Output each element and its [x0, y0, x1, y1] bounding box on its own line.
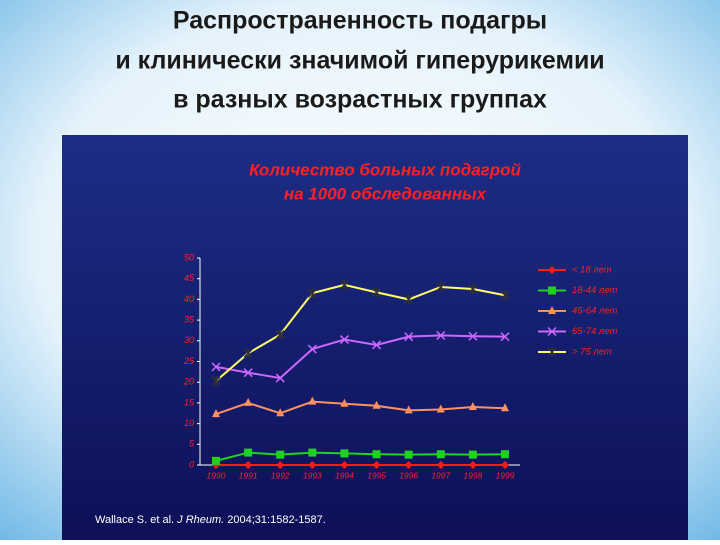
y-tick-label: 45 — [184, 273, 195, 283]
x-tick-label: 1993 — [303, 470, 322, 480]
y-tick-label: 35 — [184, 314, 195, 324]
series-line — [215, 400, 506, 416]
y-tick-label: 30 — [184, 335, 194, 345]
data-point — [212, 409, 220, 418]
x-tick-label: 1999 — [496, 470, 515, 480]
chart-title: Количество больных подагрой — [249, 160, 521, 179]
data-point — [212, 456, 220, 465]
data-point — [276, 408, 285, 417]
citation-authors: Wallace S. et al. — [95, 514, 174, 526]
data-point — [468, 402, 477, 411]
x-tick-label: 1990 — [207, 470, 226, 480]
x-tick-label: 1997 — [431, 470, 450, 480]
series-line — [215, 334, 506, 380]
legend-marker — [548, 306, 556, 314]
legend-marker — [547, 326, 557, 337]
legend-label: 18-44 лет — [572, 285, 617, 296]
data-point — [340, 461, 349, 469]
data-point — [501, 461, 509, 469]
data-point — [404, 450, 413, 459]
y-tick-label: 15 — [184, 397, 195, 407]
legend-marker — [547, 347, 557, 357]
y-tick-label: 20 — [183, 377, 194, 387]
data-point — [436, 461, 445, 469]
data-point — [339, 335, 349, 345]
data-point — [308, 461, 317, 469]
data-point — [244, 461, 253, 469]
data-point — [275, 329, 285, 340]
data-point — [308, 448, 317, 457]
data-point — [275, 373, 285, 383]
data-point — [436, 404, 445, 413]
y-tick-label: 40 — [184, 294, 194, 304]
legend-label: 45-64 лет — [572, 306, 617, 317]
legend-marker — [548, 286, 556, 295]
x-tick-label: 1994 — [335, 470, 354, 480]
data-point — [340, 398, 349, 407]
y-tick-label: 50 — [184, 252, 194, 262]
y-tick-label: 0 — [189, 459, 194, 469]
x-tick-label: 1991 — [239, 470, 258, 480]
data-point — [372, 340, 382, 350]
data-point — [276, 461, 285, 469]
data-point — [500, 332, 510, 342]
data-point — [372, 287, 382, 298]
citation-reference: 2004;31:1582-1587. — [227, 514, 325, 526]
slide-title: в разных возрастных группах — [173, 86, 547, 114]
data-point — [500, 290, 510, 301]
legend-label: 65-74 лет — [572, 326, 617, 337]
x-tick-label: 1992 — [271, 470, 290, 480]
citation: Wallace S. et al. J Rheum. 2004;31:1582-… — [95, 514, 326, 526]
series-line — [215, 451, 506, 462]
legend-label: > 75 лет — [572, 347, 612, 358]
data-point — [243, 368, 253, 378]
series-line — [215, 283, 506, 382]
data-point — [372, 461, 381, 469]
data-point — [468, 284, 478, 295]
chart-title: на 1000 обследованных — [284, 184, 488, 203]
data-point — [468, 450, 477, 459]
data-point — [436, 281, 446, 292]
legend-marker — [548, 266, 556, 274]
data-point — [468, 461, 477, 469]
x-tick-label: 1996 — [399, 470, 418, 480]
legend-label: < 18 лет — [572, 265, 612, 276]
y-tick-label: 25 — [183, 356, 195, 366]
x-tick-label: 1995 — [367, 470, 386, 480]
data-point — [307, 344, 317, 354]
x-tick-label: 1998 — [463, 470, 482, 480]
slide-title: Распространенность подагры — [173, 7, 547, 35]
data-point — [404, 332, 414, 342]
data-point — [404, 461, 413, 469]
data-point — [468, 331, 478, 341]
y-tick-label: 10 — [184, 418, 194, 428]
data-point — [308, 396, 317, 405]
plot: 0 5 10 15 20 25 30 35 40 45 50 1990 1991 1992 1993 1994… — [183, 252, 617, 480]
data-point — [340, 449, 349, 458]
data-point — [436, 450, 445, 459]
y-tick-label: 5 — [189, 439, 195, 449]
data-point — [276, 450, 285, 459]
chart-panel — [62, 135, 688, 540]
data-point — [211, 362, 221, 372]
data-point — [372, 450, 381, 459]
slide-title: и клинически значимой гиперурикемии — [115, 47, 604, 75]
data-point — [307, 288, 317, 299]
data-point — [339, 279, 349, 290]
data-point — [244, 397, 253, 406]
data-point — [404, 405, 413, 414]
data-point — [501, 403, 509, 412]
data-point — [244, 448, 253, 457]
data-point — [372, 400, 381, 409]
data-point — [404, 294, 414, 305]
data-point — [436, 330, 446, 340]
citation-journal: J Rheum. — [176, 514, 224, 526]
data-point — [211, 375, 221, 386]
data-point — [501, 450, 509, 459]
data-point — [243, 348, 253, 359]
